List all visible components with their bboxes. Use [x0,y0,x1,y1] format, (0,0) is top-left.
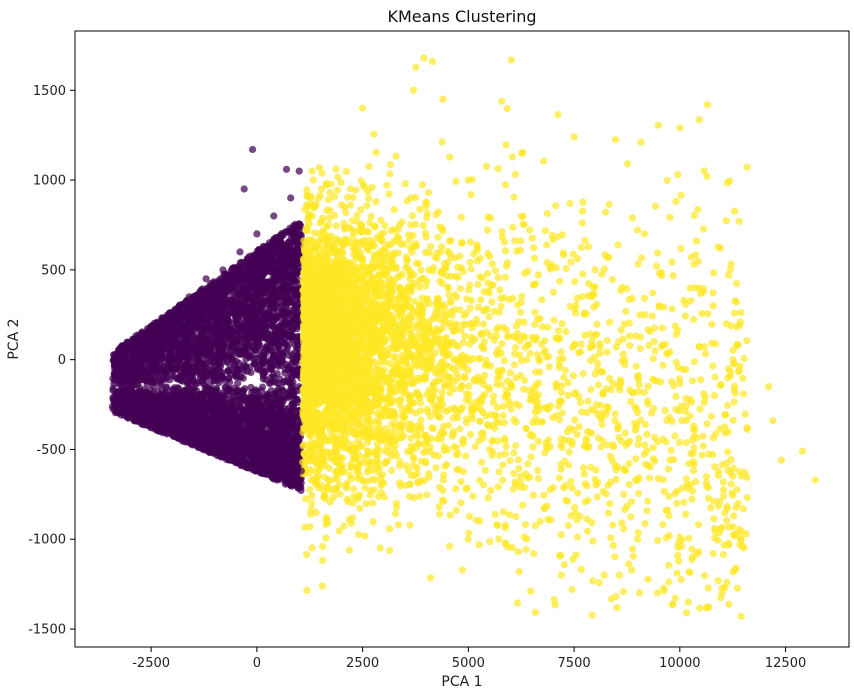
cluster-0-point [259,359,267,367]
cluster-0-point [221,383,229,391]
cluster-0-point [242,270,251,278]
cluster-0-point [190,344,198,352]
cluster-0-point [234,271,242,279]
cluster-0-point [223,405,231,413]
cluster-0-point [290,235,299,243]
cluster-0-point [242,394,250,402]
cluster-0-point [248,263,256,271]
cluster-0-point [283,414,291,422]
cluster-0-point [132,354,140,362]
cluster-0-point [277,333,285,341]
cluster-0-point [209,415,217,423]
cluster-0-point [250,335,258,343]
cluster-0-point [233,371,241,379]
cluster-0-point [270,390,278,398]
cluster-0-point [251,359,259,367]
cluster-0-point [271,446,279,454]
cluster-0-point [211,371,219,379]
cluster-0-point [262,392,270,400]
cluster-0-point [174,354,183,362]
cluster-0-point [247,383,255,391]
cluster-0-point [170,372,178,380]
cluster-0-point [196,314,205,323]
cluster-0-point [288,350,296,358]
cluster-0-point [283,479,291,487]
cluster-0-point [270,374,278,382]
cluster-0-point [164,394,172,402]
cluster-0-point [184,305,192,314]
cluster-0-point [215,411,223,419]
cluster-0-point [257,387,265,395]
cluster-0-point [115,409,123,417]
cluster-0-point [142,360,150,369]
cluster-0-point [192,362,200,370]
cluster-0-point [242,355,250,363]
cluster-0-point [266,363,274,372]
cluster-0-point [272,292,280,300]
cluster-0-point [283,377,291,385]
cluster-0-point [169,400,177,408]
points-layer [108,54,819,621]
cluster-0-point [256,263,264,271]
cluster-0-point [168,357,176,365]
cluster-0-point [267,313,275,321]
cluster-0-point [179,364,187,372]
cluster-0-point [224,366,232,374]
cluster-0-point [273,437,281,445]
cluster-0-point [243,294,251,302]
cluster-0-point [239,387,247,395]
cluster-0-point [286,244,294,252]
cluster-0-point [290,389,298,397]
cluster-0-point [219,339,227,347]
cluster-0-point [260,243,268,252]
cluster-0-point [145,398,153,406]
cluster-0-point [289,415,297,423]
cluster-0-point [132,375,140,383]
cluster-0-point [110,355,118,364]
cluster-0-point [268,422,276,430]
cluster-0-point [242,449,251,457]
cluster-0-point [219,374,227,382]
cluster-0-point [168,387,176,395]
cluster-0-point [201,363,209,371]
cluster-0-point [169,323,177,331]
cluster-0-point [292,364,300,372]
cluster-0-point [234,379,242,387]
cluster-0-point [196,373,204,381]
cluster-0-point [251,346,259,354]
cluster-0-point [157,361,165,369]
cluster-0-point [210,448,218,457]
chart-title: KMeans Clustering [387,7,536,26]
cluster-0-point [281,318,289,326]
cluster-0-point [235,301,243,309]
cluster-0-point [275,322,283,330]
cluster-0-point [247,284,255,293]
cluster-0-point [211,289,219,298]
cluster-0-point [219,293,227,302]
cluster-0-point [279,352,288,360]
cluster-0-point [234,332,242,340]
cluster-0-point [261,325,269,333]
cluster-0-point [205,354,213,362]
cluster-0-point [177,302,185,310]
cluster-0-point [231,361,239,369]
cluster-0-point [247,368,255,377]
cluster-0-point [278,301,286,309]
cluster-0-point [143,372,151,380]
cluster-0-point [279,339,287,347]
cluster-0-point [134,365,143,373]
cluster-0-point [265,411,273,419]
cluster-0-point [270,353,278,361]
